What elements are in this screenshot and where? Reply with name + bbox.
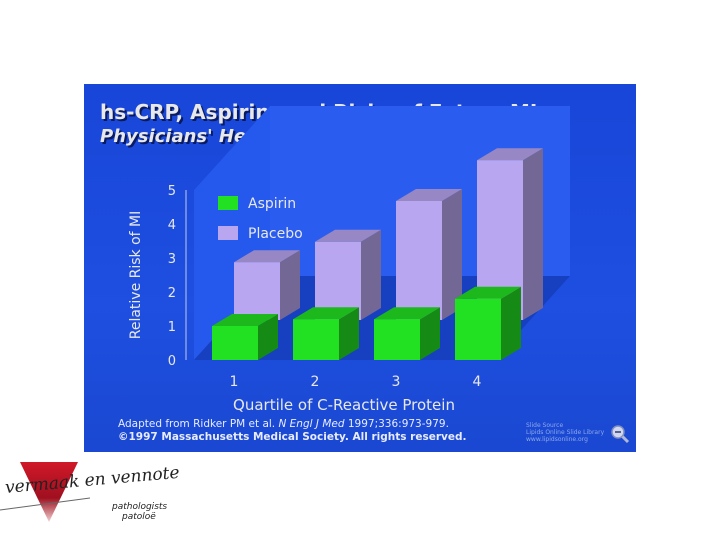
y-tick-label: 0	[168, 354, 176, 369]
slide-source-line-2: Lipids Online Slide Library	[526, 429, 605, 436]
aspirin-bar	[374, 319, 420, 360]
y-tick-label: 2	[168, 286, 176, 301]
y-tick-label: 1	[168, 320, 176, 335]
citation-footnote: Adapted from Ridker PM et al. N Engl J M…	[118, 418, 467, 444]
y-tick-label: 3	[168, 252, 176, 267]
citation-suffix: 1997;336:973-979.	[344, 418, 449, 430]
aspirin-bar-side	[258, 314, 278, 360]
slide-source-line-1: Slide Source	[526, 422, 564, 429]
placebo-bar	[396, 201, 442, 320]
x-tick-label: 3	[392, 374, 401, 390]
slide-source-line-3: www.lipidsonline.org	[526, 436, 588, 443]
placebo-bar-side	[280, 250, 300, 320]
citation-journal: N Engl J Med	[278, 418, 345, 430]
placebo-bar-side	[523, 148, 543, 320]
legend-label-aspirin: Aspirin	[248, 196, 296, 212]
slide-source-credit: Slide Source Lipids Online Slide Library…	[526, 422, 604, 443]
y-tick-label: 5	[168, 184, 176, 199]
x-tick-label: 2	[311, 374, 320, 390]
x-tick-label: 4	[473, 374, 482, 390]
placebo-bar	[234, 262, 280, 320]
legend-swatch-placebo	[218, 226, 238, 240]
placebo-bar-side	[361, 229, 381, 320]
x-axis-label: Quartile of C-Reactive Protein	[233, 396, 455, 414]
logo-subtitle-2: patoloë	[122, 512, 156, 522]
aspirin-bar	[293, 319, 339, 360]
aspirin-bar-side	[501, 286, 521, 360]
aspirin-bar	[455, 298, 501, 360]
aspirin-bar-top	[374, 307, 440, 320]
placebo-bar-top	[315, 229, 381, 242]
aspirin-bar-top	[293, 307, 359, 320]
aspirin-bar-side	[339, 307, 359, 360]
aspirin-bar-top	[455, 286, 521, 299]
logo-triangle-icon	[0, 462, 90, 522]
legend-label-placebo: Placebo	[248, 226, 303, 242]
logo-subtitle-1: pathologists	[112, 502, 168, 512]
placebo-bar-top	[396, 189, 462, 201]
aspirin-bar-side	[420, 307, 440, 360]
placebo-bar-top	[234, 250, 300, 263]
citation-line: Adapted from Ridker PM et al. N Engl J M…	[118, 418, 467, 431]
y-tick-label: 4	[168, 218, 176, 233]
slide-panel: hs-CRP, Aspirin, and Risks of Future MI:…	[84, 84, 636, 452]
copyright-line: ©1997 Massachusetts Medical Society. All…	[118, 431, 467, 443]
magnifier-icon[interactable]	[610, 424, 630, 444]
placebo-bar-side	[442, 189, 462, 320]
aspirin-bar-top	[212, 314, 278, 326]
placebo-bar-top	[477, 148, 543, 161]
citation-prefix: Adapted from Ridker PM et al.	[118, 418, 279, 430]
placebo-bar	[315, 241, 361, 320]
bar-chart: 0 1 2 3 4 5 Relative Risk of MI 1 2 3 4 Quartile of…	[128, 106, 570, 414]
aspirin-bar	[212, 326, 258, 360]
legend-swatch-aspirin	[218, 196, 238, 210]
x-tick-label: 1	[230, 374, 239, 390]
y-axis-label: Relative Risk of MI	[128, 211, 144, 340]
